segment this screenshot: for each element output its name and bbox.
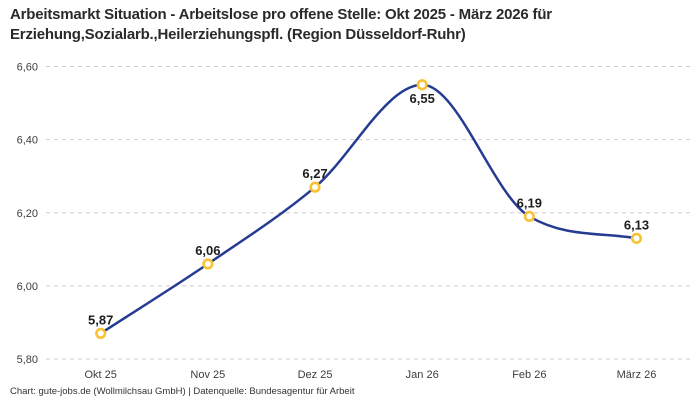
x-axis-tick-label: Okt 25 <box>84 369 116 381</box>
data-point-marker[interactable] <box>523 210 535 223</box>
x-axis-tick-label: Feb 26 <box>512 369 546 381</box>
data-point-marker[interactable] <box>630 232 643 244</box>
y-axis-tick-label: 6,20 <box>17 208 38 220</box>
x-axis-tick-label: Nov 25 <box>190 369 225 381</box>
y-axis-tick-label: 6,60 <box>17 62 38 74</box>
x-axis-tick-label: Dez 25 <box>298 369 333 381</box>
data-point-marker[interactable] <box>416 79 428 91</box>
series-line[interactable] <box>99 83 638 335</box>
data-point-label: 6,13 <box>624 217 649 232</box>
chart-title: Arbeitsmarkt Situation - Arbeitslose pro… <box>10 6 552 43</box>
y-axis-tick-label: 6,40 <box>17 135 38 147</box>
chart-attribution: Chart: gute-jobs.de (Wollmilchsau GmbH) … <box>10 386 355 397</box>
line-chart-plot-area: 5,80 6,00 6,20 6,40 6,60 Okt 25 Nov 25 Dez 25 Ja… <box>17 62 692 381</box>
data-point-label: 6,27 <box>302 166 327 181</box>
data-point-label: 5,87 <box>88 312 113 327</box>
data-point-marker[interactable] <box>95 327 107 340</box>
y-axis-tick-label: 5,80 <box>17 354 38 366</box>
x-axis-tick-label: März 26 <box>617 369 657 381</box>
data-point-marker[interactable] <box>309 181 321 193</box>
data-point-marker[interactable] <box>202 258 214 270</box>
x-axis-tick-label: Jan 26 <box>406 369 439 381</box>
data-point-label: 6,55 <box>410 91 435 106</box>
data-point-label: 6,06 <box>195 243 220 258</box>
data-point-label: 6,19 <box>517 195 542 210</box>
y-axis-tick-label: 6,00 <box>17 281 38 293</box>
